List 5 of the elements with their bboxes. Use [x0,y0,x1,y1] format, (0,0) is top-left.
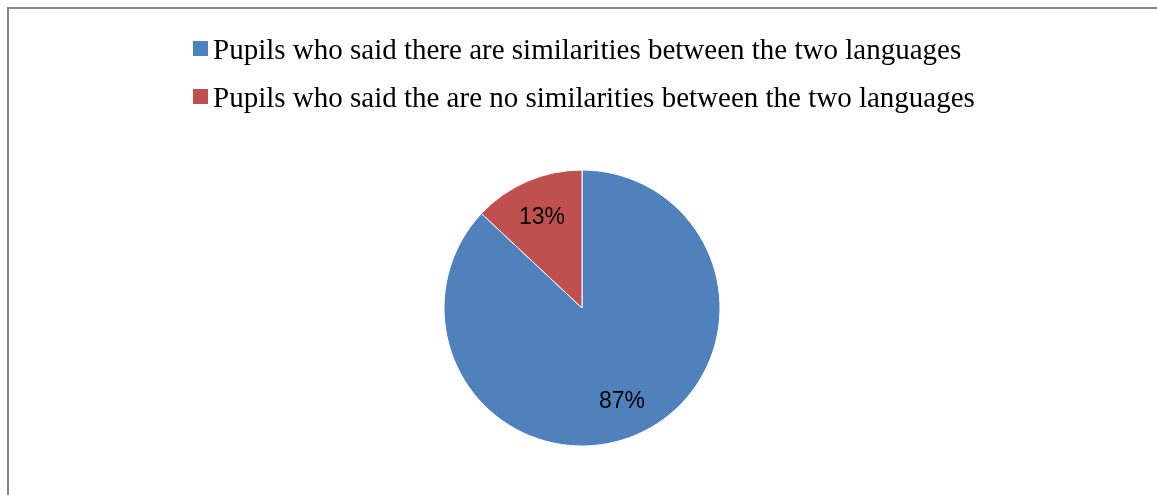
data-label: 13% [518,202,566,229]
pie-slice [443,169,721,447]
legend-label: Pupils who said the are no similarities between the two languages [213,81,975,113]
legend-label: Pupils who said there are similarities between the two languages [213,33,962,65]
data-label: 87% [598,387,646,414]
